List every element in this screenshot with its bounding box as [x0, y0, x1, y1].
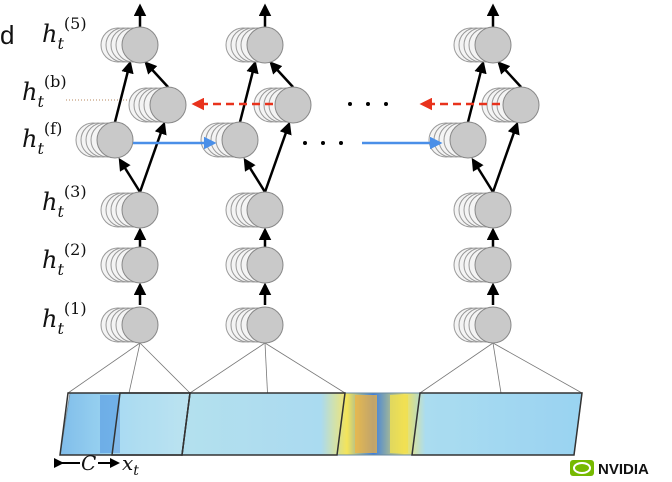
neuron	[274, 86, 312, 124]
label-sub: t	[37, 92, 44, 111]
neuron	[449, 121, 487, 159]
neuron	[121, 246, 159, 284]
frame-sub: t	[133, 463, 139, 479]
label-sup: (1)	[64, 299, 87, 318]
connection	[263, 121, 292, 193]
label-base: h	[42, 305, 57, 333]
window-frame	[181, 392, 346, 456]
connection	[497, 61, 522, 88]
connection	[118, 157, 142, 193]
label-base: h	[42, 246, 57, 274]
fan-line	[189, 342, 266, 394]
logo-text: NVIDIA	[598, 461, 649, 478]
spectro-band	[390, 395, 408, 453]
nvidia-logo: NVIDIA	[570, 460, 649, 478]
neuron	[474, 246, 512, 284]
neuron	[121, 26, 159, 64]
label-sup: (b)	[44, 72, 67, 91]
layer-label: ht(f)	[22, 119, 62, 158]
fan-line	[264, 342, 268, 394]
neuron	[474, 26, 512, 64]
neuron	[474, 306, 512, 344]
label-sub: t	[57, 202, 64, 221]
label-sub: t	[37, 139, 44, 158]
connection	[144, 61, 169, 88]
neuron	[502, 86, 540, 124]
connection	[491, 121, 520, 193]
ellipsis-dot	[303, 141, 307, 145]
label-sub: t	[57, 34, 64, 53]
ellipsis-dot	[339, 141, 343, 145]
layer-labels: ht(5)ht(b)ht(f)ht(3)ht(2)ht(1)	[22, 14, 87, 338]
window-frame	[411, 392, 583, 456]
label-sup: (5)	[64, 14, 87, 33]
label-sub: t	[57, 260, 64, 279]
ellipsis-dot	[321, 141, 325, 145]
layer-label: ht(2)	[42, 240, 87, 279]
connection	[243, 157, 267, 193]
label-base: h	[22, 125, 37, 153]
layer-label: ht(5)	[42, 14, 87, 53]
connection	[238, 60, 259, 123]
label-sup: (2)	[64, 240, 87, 259]
fan-line	[419, 342, 494, 394]
fan-line	[128, 342, 141, 394]
header-fragment: d	[0, 20, 14, 50]
fan-line	[492, 342, 583, 394]
fan-line	[139, 342, 191, 394]
layer-label: ht(b)	[22, 72, 67, 111]
frame-base: x	[122, 451, 133, 475]
layer-label: ht(1)	[42, 299, 87, 338]
ellipsis-dot	[384, 102, 388, 106]
fan-line	[264, 342, 346, 394]
label-sup: (3)	[64, 182, 87, 201]
ellipsis-dot	[348, 102, 352, 106]
logo-eye	[573, 462, 591, 474]
fan-line	[492, 342, 502, 394]
spectro-band	[100, 395, 120, 453]
label-base: h	[42, 188, 57, 216]
label-base: h	[22, 78, 37, 106]
ellipsis-dot	[366, 102, 370, 106]
label-base: h	[42, 20, 57, 48]
neuron	[221, 121, 259, 159]
input-spectrogram	[54, 392, 583, 468]
label-sub: t	[57, 319, 64, 338]
fan-line	[67, 342, 141, 394]
connection	[269, 61, 294, 88]
neuron	[149, 86, 187, 124]
layer-label: ht(3)	[42, 182, 87, 221]
connection	[466, 60, 487, 123]
frame-label: xt	[122, 451, 139, 479]
connection	[471, 157, 495, 193]
label-sup: (f)	[44, 119, 62, 138]
neuron	[121, 306, 159, 344]
neuron	[246, 191, 284, 229]
neuron	[246, 306, 284, 344]
neuron	[474, 191, 512, 229]
neuron	[246, 246, 284, 284]
connection	[138, 121, 167, 193]
window-frame	[111, 392, 191, 456]
connection	[113, 60, 134, 123]
neuron	[96, 121, 134, 159]
window-label: C	[81, 451, 96, 475]
neuron	[121, 191, 159, 229]
network	[66, 3, 583, 394]
spectro-band	[355, 395, 377, 453]
neuron	[246, 26, 284, 64]
